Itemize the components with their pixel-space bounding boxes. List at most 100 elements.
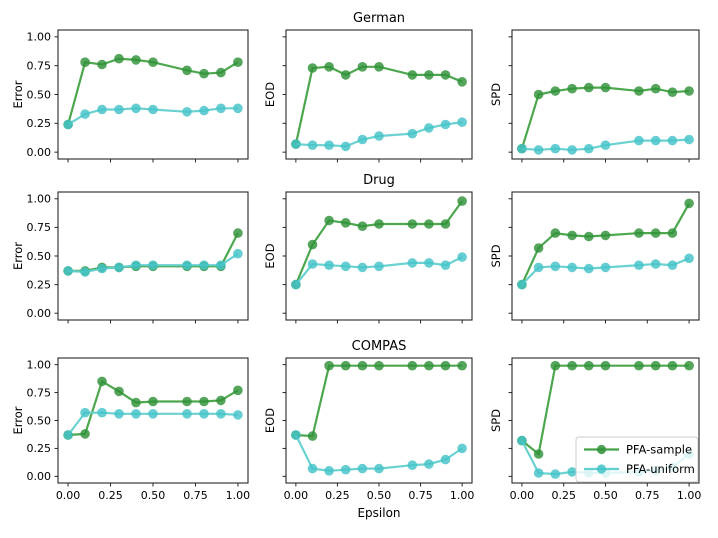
- series-line: [520, 202, 691, 286]
- series-line: [294, 200, 463, 286]
- data-point-marker: [340, 360, 351, 371]
- series-pfa-uniform: [291, 252, 467, 290]
- data-point-marker: [80, 57, 90, 67]
- data-point-marker: [182, 409, 192, 419]
- legend: PFA-sample PFA-uniform: [575, 436, 699, 483]
- data-point-marker: [424, 258, 434, 268]
- data-point-marker: [600, 82, 611, 93]
- data-point-marker: [307, 63, 318, 73]
- data-point-marker: [233, 57, 243, 67]
- data-point-marker: [182, 107, 192, 117]
- data-point-marker: [80, 109, 90, 119]
- x-tick-label: 0.25: [551, 489, 576, 502]
- y-tick-label: 0.50: [27, 250, 52, 263]
- data-point-marker: [199, 105, 209, 116]
- data-point-marker: [533, 262, 544, 273]
- data-point-marker: [533, 449, 544, 459]
- data-point-marker: [457, 117, 467, 127]
- data-point-marker: [684, 134, 694, 145]
- series-pfa-uniform: [63, 248, 243, 277]
- data-point-marker: [533, 243, 544, 253]
- series-line: [521, 364, 690, 457]
- y-tick-label: 0.00: [27, 470, 52, 483]
- subplot-drug-spd: SPD: [489, 191, 700, 324]
- data-point-marker: [340, 70, 351, 80]
- data-point-marker: [233, 385, 243, 396]
- data-point-marker: [517, 435, 527, 446]
- subplot-compas-eod: 0.00 0.25 0.50 0.75 1.00 EOD COMPAS: [263, 339, 474, 502]
- data-point-marker: [667, 360, 678, 371]
- data-point-marker: [357, 360, 368, 371]
- data-point-marker: [374, 131, 384, 141]
- data-point-marker: [567, 360, 577, 371]
- y-tick-label: 0.50: [27, 88, 52, 101]
- data-point-marker: [182, 396, 192, 407]
- subplot-title: German: [353, 11, 405, 26]
- series-pfa-uniform: [291, 430, 467, 476]
- data-point-marker: [233, 248, 243, 259]
- subplot-drug-error: 0.00 0.25 0.50 0.75 1.00 Error: [11, 191, 249, 324]
- x-tick-label: 0.00: [284, 489, 309, 502]
- x-tick-label: 0.50: [141, 489, 166, 502]
- data-point-marker: [584, 143, 594, 154]
- data-point-marker: [407, 460, 418, 471]
- data-point-marker: [600, 140, 611, 150]
- series-pfa-uniform: [517, 253, 694, 290]
- data-point-marker: [457, 196, 467, 206]
- series-pfa-sample: [291, 196, 467, 290]
- data-point-marker: [148, 396, 158, 407]
- data-point-marker: [291, 279, 301, 290]
- subplot-german-eod: EOD German: [263, 11, 473, 163]
- data-point-marker: [634, 360, 644, 371]
- x-tick-label: 1.00: [226, 489, 251, 502]
- y-tick-label: 0.75: [27, 221, 52, 234]
- x-tick-label: 0.50: [593, 489, 618, 502]
- series-pfa-sample: [291, 62, 467, 149]
- subplot-title: Drug: [363, 173, 395, 188]
- data-point-marker: [216, 395, 226, 406]
- series-line: [67, 107, 238, 126]
- data-point-marker: [97, 376, 107, 387]
- series-pfa-sample: [63, 53, 243, 130]
- data-point-marker: [584, 263, 594, 274]
- data-point-marker: [550, 360, 561, 371]
- data-point-marker: [374, 219, 384, 229]
- data-point-marker: [307, 259, 318, 269]
- series-line: [68, 252, 239, 274]
- data-point-marker: [357, 221, 368, 231]
- y-tick-label: 1.00: [27, 31, 52, 44]
- y-axis-label: Error: [11, 406, 25, 434]
- data-point-marker: [374, 62, 384, 72]
- data-point-marker: [374, 261, 384, 272]
- data-point-marker: [80, 429, 90, 439]
- data-point-marker: [97, 104, 107, 115]
- data-point-marker: [374, 463, 384, 474]
- data-point-marker: [80, 407, 90, 418]
- data-point-marker: [457, 252, 467, 262]
- data-point-marker: [634, 86, 644, 96]
- data-point-marker: [650, 228, 661, 238]
- data-point-marker: [600, 230, 611, 241]
- data-point-marker: [216, 103, 226, 114]
- data-point-marker: [584, 360, 594, 371]
- y-tick-label: 0.25: [27, 442, 52, 455]
- data-point-marker: [600, 262, 611, 273]
- y-tick-label: 1.00: [27, 358, 52, 371]
- data-point-marker: [424, 459, 434, 469]
- plot-border: [511, 191, 700, 321]
- data-point-marker: [584, 82, 594, 93]
- data-point-marker: [148, 57, 158, 67]
- series-line: [521, 257, 690, 286]
- data-point-marker: [517, 143, 527, 154]
- data-point-marker: [340, 261, 351, 272]
- data-point-marker: [407, 128, 418, 139]
- data-point-marker: [550, 143, 561, 154]
- data-point-marker: [148, 409, 158, 419]
- x-tick-label: 0.00: [56, 489, 81, 502]
- data-point-marker: [182, 260, 192, 271]
- data-point-marker: [407, 219, 418, 229]
- data-point-marker: [148, 260, 158, 271]
- y-tick-label: 0.00: [27, 146, 52, 159]
- y-axis-label: Error: [11, 80, 25, 108]
- series-line: [295, 121, 463, 148]
